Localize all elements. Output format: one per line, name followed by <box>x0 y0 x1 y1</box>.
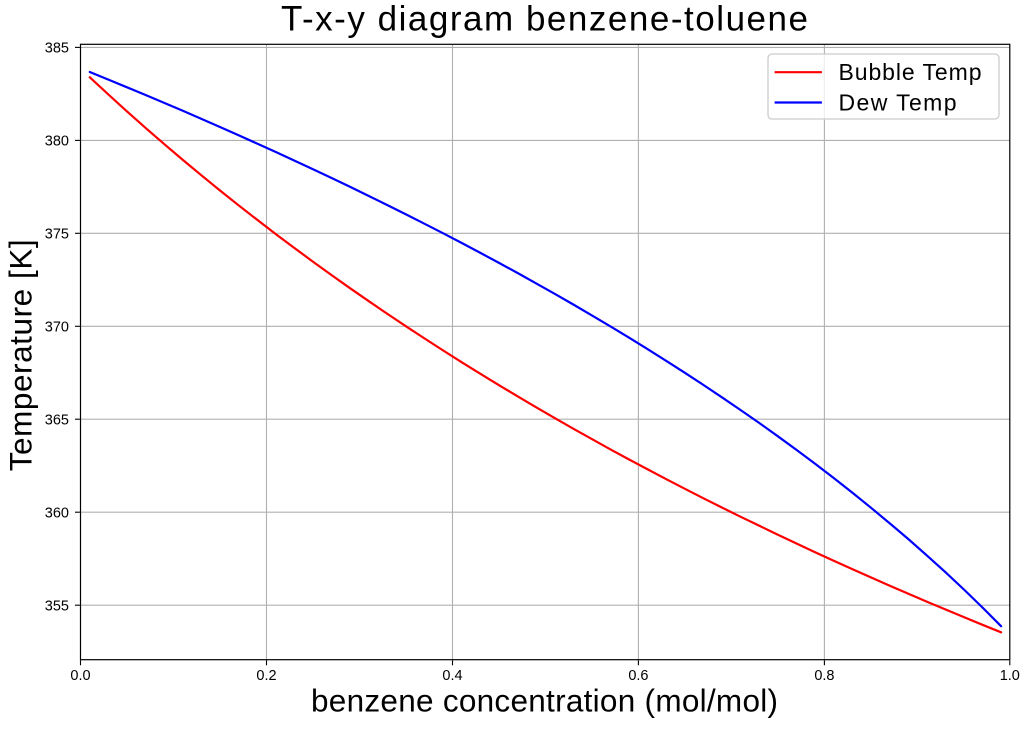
svg-text:Temperature [K]: Temperature [K] <box>3 239 39 471</box>
svg-text:365: 365 <box>45 412 69 428</box>
svg-text:0.8: 0.8 <box>814 668 834 684</box>
svg-text:375: 375 <box>45 227 69 243</box>
svg-text:380: 380 <box>45 134 69 150</box>
svg-text:1.0: 1.0 <box>1000 668 1020 684</box>
svg-text:Dew Temp: Dew Temp <box>839 90 957 116</box>
svg-text:360: 360 <box>45 505 69 521</box>
svg-text:0.4: 0.4 <box>442 668 462 684</box>
svg-text:Bubble Temp: Bubble Temp <box>839 59 982 85</box>
svg-text:385: 385 <box>45 41 69 57</box>
svg-text:0.2: 0.2 <box>256 668 276 684</box>
svg-text:0.6: 0.6 <box>628 668 648 684</box>
svg-text:T-x-y diagram benzene-toluene: T-x-y diagram benzene-toluene <box>281 0 808 39</box>
svg-text:benzene concentration (mol/mol: benzene concentration (mol/mol) <box>311 683 778 719</box>
svg-text:355: 355 <box>45 598 69 614</box>
svg-text:370: 370 <box>45 320 69 336</box>
svg-text:0.0: 0.0 <box>70 668 90 684</box>
